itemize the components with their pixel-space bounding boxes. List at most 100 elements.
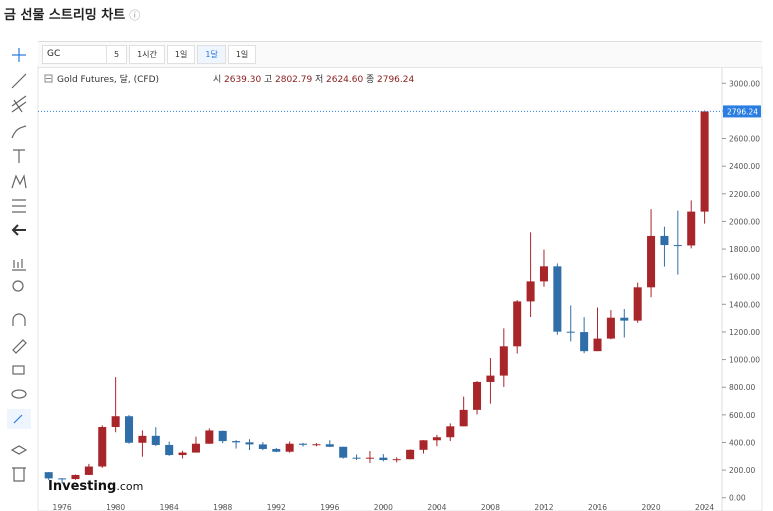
page-title: 금 선물 스트리밍 차트 ⓘ (4, 4, 140, 23)
candle-body (459, 409, 468, 427)
candle-body (446, 426, 455, 438)
x-tick-label: 1988 (213, 503, 232, 511)
trash-tool[interactable] (12, 467, 26, 482)
candle-body (312, 444, 321, 446)
candle-body (432, 437, 441, 441)
candle-body (232, 441, 241, 443)
back-tool[interactable] (11, 224, 26, 236)
candle-body (125, 416, 134, 443)
y-tick-label: 2400.00 (729, 162, 760, 171)
y-tick-label: 1400.00 (729, 300, 760, 309)
y-tick-label: 2600.00 (729, 135, 760, 144)
y-tick-label: 2200.00 (729, 190, 760, 199)
brush-tool[interactable] (11, 125, 27, 139)
candle-body (44, 472, 53, 479)
chart-frame (37, 65, 763, 511)
x-tick-label: 1980 (106, 503, 125, 511)
lock-draw-tool[interactable] (12, 339, 27, 354)
candle-body (138, 435, 147, 443)
candle-body (539, 266, 548, 282)
eye-tool[interactable] (11, 389, 27, 399)
interval-button[interactable]: 1달 (197, 45, 226, 64)
candle-body (205, 430, 214, 444)
candle-body (178, 452, 187, 456)
info-icon[interactable]: ⓘ (129, 9, 141, 22)
collapse-icon[interactable] (44, 74, 53, 83)
candle-body (352, 457, 361, 459)
candle-body (98, 427, 107, 467)
legend-high: 2802.79 (275, 75, 312, 85)
candle-body (593, 338, 602, 352)
candle-body (111, 416, 120, 428)
y-tick-label: 0.00 (729, 494, 746, 503)
plot: 0.00 200.00 400.00 600.00 800.00 1000.00 1200.… (38, 79, 761, 511)
candle-body (606, 317, 615, 339)
legend-low: 2624.60 (326, 75, 363, 85)
candle-body (339, 446, 348, 458)
candle-body (392, 459, 401, 461)
interval-button[interactable]: 1시간 (129, 45, 165, 64)
measure-tool[interactable] (12, 199, 26, 213)
pattern-tool[interactable] (11, 174, 27, 189)
x-tick-label: 2012 (534, 503, 553, 511)
candle-body (58, 478, 67, 480)
legend-open-label: 시 (213, 74, 221, 85)
legend-open: 2639.30 (224, 75, 261, 85)
x-tick-label: 2004 (427, 503, 446, 511)
candle-body (151, 435, 160, 445)
legend-name: Gold Futures, 달, (CFD) (57, 73, 159, 85)
fib-tool[interactable] (11, 95, 27, 113)
left-toolbar (7, 48, 31, 482)
magnet-tool[interactable] (12, 313, 26, 326)
candle-body (258, 444, 267, 449)
x-tick-label: 1984 (160, 503, 179, 511)
candle-body (473, 381, 482, 410)
candle-body (71, 474, 80, 480)
candle-body (486, 375, 495, 382)
crosshair-tool[interactable] (12, 48, 26, 62)
y-tick-label: 2000.00 (729, 217, 760, 226)
interval-button[interactable]: 1일 (166, 45, 196, 64)
last-price-label: 2796.24 (727, 107, 758, 116)
text-tool[interactable] (13, 149, 25, 163)
legend-close-label: 종 (366, 74, 374, 85)
candle-body (647, 235, 656, 288)
candle-body (526, 281, 535, 302)
lock-tool[interactable] (12, 365, 25, 375)
y-tick-label: 800.00 (729, 383, 755, 392)
x-tick-label: 2000 (374, 503, 393, 511)
interval-button[interactable]: 5 (106, 45, 128, 64)
candle-body (687, 211, 696, 246)
layers-tool[interactable] (10, 445, 28, 455)
legend-high-label: 고 (264, 75, 272, 85)
legend-close: 2796.24 (377, 75, 414, 85)
candle-body (620, 317, 629, 321)
x-tick-label: 1992 (267, 503, 286, 511)
logo-domain: .com (116, 480, 143, 493)
last-price-box (723, 105, 761, 118)
interval-buttons: 5 1시간 1일 1달 1일 (106, 45, 258, 64)
y-tick-label: 200.00 (729, 466, 755, 475)
zoom-tool[interactable] (12, 280, 24, 292)
link-tool[interactable] (13, 414, 23, 424)
candle-body (191, 443, 200, 453)
symbol-input[interactable]: GC (42, 45, 108, 64)
y-tick-label: 1800.00 (729, 245, 760, 254)
candle-body (513, 301, 522, 347)
line-tool[interactable] (11, 73, 27, 89)
candle-body (365, 457, 374, 459)
indicators-tool[interactable] (12, 259, 26, 271)
candle-body (325, 444, 334, 447)
x-tick-label: 1996 (320, 503, 339, 511)
interval-button[interactable]: 1일 (227, 45, 257, 64)
candle-body (272, 448, 281, 452)
candle-body (700, 111, 709, 212)
legend-low-label: 저 (315, 74, 323, 85)
page-title-text: 금 선물 스트리밍 차트 (4, 8, 126, 23)
candle-body (165, 444, 174, 456)
y-tick-label: 1000.00 (729, 356, 760, 365)
x-tick-label: 2020 (642, 503, 661, 511)
candle-body (553, 266, 562, 332)
